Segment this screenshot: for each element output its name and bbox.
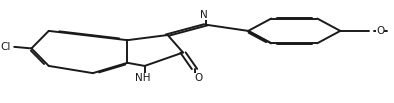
Text: O: O <box>376 26 384 36</box>
Text: N: N <box>200 10 208 20</box>
Text: NH: NH <box>135 73 151 83</box>
Text: O: O <box>194 73 203 83</box>
Text: Cl: Cl <box>0 42 10 52</box>
